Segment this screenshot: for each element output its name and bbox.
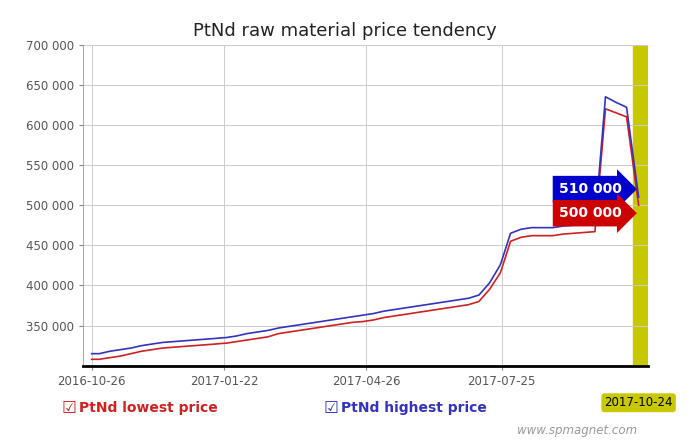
Text: ☑: ☑ bbox=[323, 399, 338, 417]
Text: 500 000: 500 000 bbox=[559, 206, 621, 220]
Text: www.spmagnet.com: www.spmagnet.com bbox=[517, 424, 637, 437]
Text: ☑: ☑ bbox=[61, 399, 76, 417]
Text: PtNd lowest price: PtNd lowest price bbox=[79, 401, 218, 415]
Bar bbox=[633, 45, 648, 366]
Text: 510 000: 510 000 bbox=[559, 182, 622, 196]
Text: PtNd highest price: PtNd highest price bbox=[341, 401, 487, 415]
Text: 2017-10-24: 2017-10-24 bbox=[604, 396, 673, 409]
Text: PtNd raw material price tendency: PtNd raw material price tendency bbox=[193, 22, 496, 40]
